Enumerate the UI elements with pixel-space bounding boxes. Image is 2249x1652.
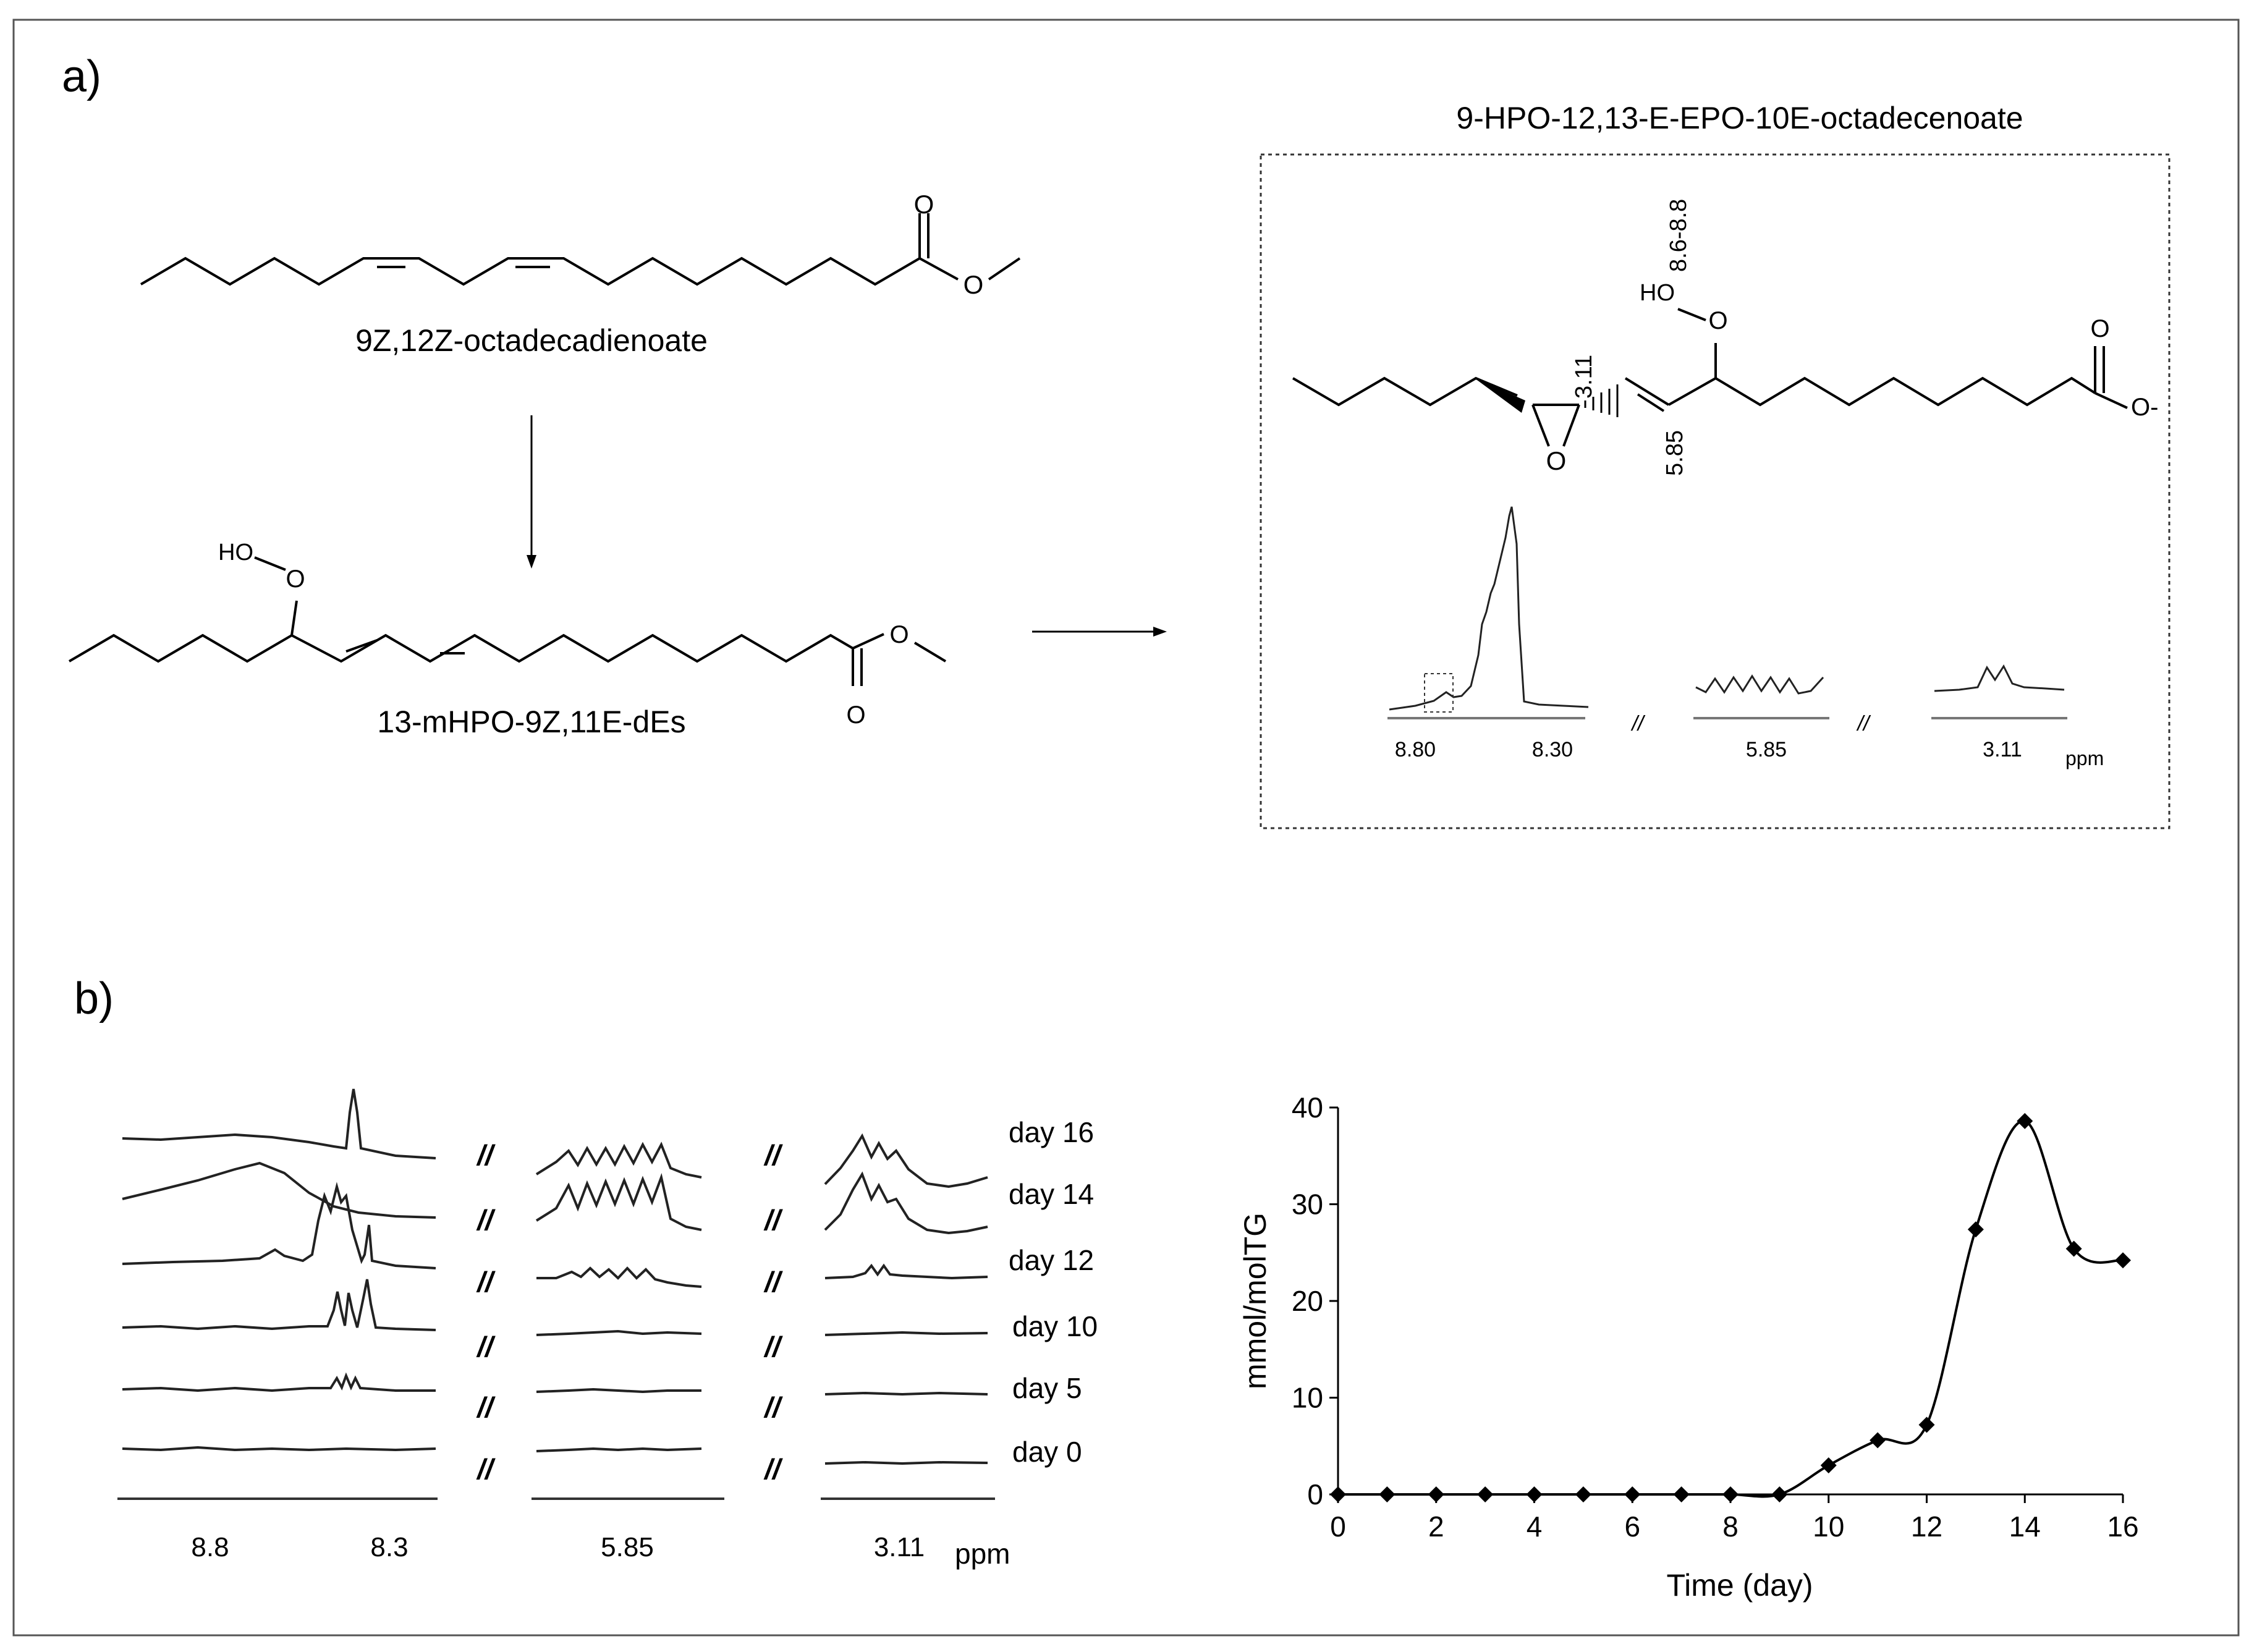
hydroperoxide-name: 13-mHPO-9Z,11E-dEs: [377, 705, 685, 739]
day-label: day 12: [1009, 1244, 1094, 1276]
shift-olefinic: 5.85: [1662, 430, 1688, 476]
break-mark: //: [763, 1204, 783, 1236]
data-point-marker: [1428, 1486, 1444, 1502]
data-point-marker: [2017, 1112, 2033, 1129]
x-tick-label: 2: [1428, 1510, 1444, 1543]
break-mark: //: [763, 1331, 783, 1363]
hydroperoxide-ester-o: O: [889, 621, 908, 648]
product-title: 9-HPO-12,13-E-EPO-10E-octadecenoate: [1456, 101, 2023, 135]
x-tick-label: 12: [1911, 1510, 1942, 1543]
x-tick-label: 6: [1624, 1510, 1640, 1543]
x-tick-label: 16: [2107, 1510, 2138, 1543]
data-point-marker: [1820, 1457, 1837, 1474]
break-mark: //: [763, 1266, 783, 1298]
y-tick-label: 20: [1292, 1285, 1323, 1317]
data-point-marker: [2065, 1240, 2082, 1257]
data-point-marker: [1526, 1486, 1543, 1502]
linoleate-name: 9Z,12Z-octadecadienoate: [355, 323, 708, 358]
inset-tick-830: 8.30: [1532, 738, 1573, 761]
inset-tick-880: 8.80: [1395, 738, 1436, 761]
data-point-marker: [1379, 1486, 1396, 1502]
break-mark: //: [476, 1391, 496, 1423]
spectra-tick: 5.85: [601, 1532, 654, 1562]
break-mark: //: [476, 1453, 496, 1485]
data-point-marker: [1870, 1432, 1886, 1449]
x-tick-label: 10: [1813, 1510, 1844, 1543]
product-hash-wedge: [1584, 384, 1619, 417]
y-axis-label: mmol/molTG: [1238, 1213, 1273, 1389]
hydroperoxide-structure: [68, 600, 947, 686]
linoleate-structure: [140, 213, 1021, 286]
data-point-marker: [1477, 1486, 1494, 1502]
data-point-marker: [1624, 1486, 1641, 1502]
arrow-right-head: [1153, 627, 1167, 637]
break-mark: //: [476, 1266, 496, 1298]
day-label: day 10: [1012, 1310, 1098, 1342]
y-tick-label: 0: [1307, 1478, 1323, 1510]
day-label: day 0: [1012, 1436, 1082, 1468]
inset-tick-585: 5.85: [1746, 738, 1787, 761]
day-label: day 5: [1012, 1372, 1082, 1404]
inset-tick-311: 3.11: [1983, 738, 2022, 761]
data-point-marker: [1575, 1486, 1591, 1502]
product-epoxide-o: O: [1546, 446, 1567, 475]
spectra-tick: 8.8: [191, 1532, 229, 1562]
panel-b-label: b): [74, 974, 114, 1023]
panel-a-label: a): [62, 52, 101, 101]
break-mark: //: [476, 1204, 496, 1236]
data-point-marker: [1771, 1486, 1788, 1502]
day-label: day 16: [1009, 1116, 1094, 1148]
data-point-marker: [1967, 1221, 1984, 1238]
break-mark: //: [763, 1391, 783, 1423]
linoleate-carbonyl-o: O: [914, 190, 934, 219]
spectra-tick: 8.3: [370, 1532, 408, 1562]
inset-break-2: //: [1857, 712, 1871, 735]
x-axis-label: Time (day): [1666, 1568, 1813, 1603]
y-tick-label: 40: [1292, 1091, 1323, 1124]
x-tick-label: 4: [1527, 1510, 1543, 1543]
data-point-marker: [2115, 1252, 2131, 1269]
product-ho: HO: [1640, 280, 1675, 306]
data-point-marker: [1673, 1486, 1690, 1502]
x-tick-label: 14: [2009, 1510, 2041, 1543]
product-structure: [1292, 308, 2128, 447]
hydroperoxide-o: O: [286, 565, 305, 593]
inset-ppm: ppm: [2065, 747, 2104, 769]
product-hydroperoxide-o: O: [1708, 307, 1727, 334]
arrow-down-head: [527, 555, 536, 569]
day-label: day 14: [1009, 1178, 1094, 1210]
data-point-marker: [1918, 1417, 1935, 1433]
inset-zoom-box: [1424, 673, 1454, 713]
spectra-ppm: ppm: [955, 1538, 1010, 1570]
product-box: [1260, 153, 2171, 829]
break-mark: //: [476, 1139, 496, 1171]
figure-frame: [12, 19, 2240, 1637]
break-mark: //: [476, 1331, 496, 1363]
hydroperoxide-oo-bond: [254, 556, 286, 571]
hydroperoxide-ho: HO: [218, 540, 253, 565]
time-course-chart: 0 10 20 30 40 0 2 4 6 8 10 12 14 16 Time (day) mmol/m…: [1238, 1091, 2139, 1603]
product-carbonyl-o: O: [2090, 315, 2109, 342]
break-mark: //: [763, 1453, 783, 1485]
hydroperoxide-carbonyl-o: O: [846, 701, 865, 729]
inset-break-1: //: [1631, 712, 1646, 735]
linoleate-ester-o: O: [964, 270, 984, 299]
x-tick-label: 0: [1330, 1510, 1346, 1543]
spectra-tick: 3.11: [874, 1532, 925, 1562]
data-point-marker: [1330, 1486, 1346, 1502]
data-point-marker: [1722, 1486, 1739, 1502]
x-tick-label: 8: [1722, 1510, 1739, 1543]
stacked-spectra: [122, 1088, 988, 1465]
product-carboxylate: O-: [2131, 394, 2158, 421]
y-tick-label: 30: [1292, 1188, 1323, 1221]
y-tick-label: 10: [1292, 1382, 1323, 1414]
shift-hydroperoxy: 8.6-8.8: [1666, 199, 1692, 272]
break-mark: //: [763, 1139, 783, 1171]
shift-epoxy: 3.11: [1571, 355, 1597, 399]
